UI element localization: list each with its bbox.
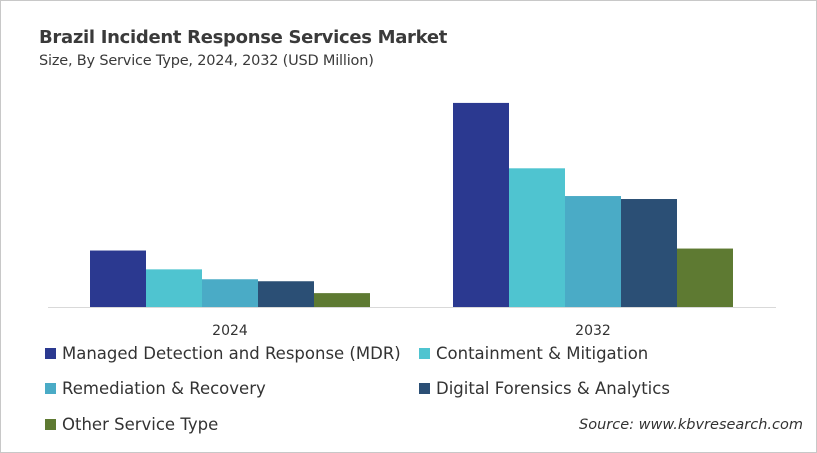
legend-swatch [419, 348, 430, 359]
x-tick-label: 2032 [575, 323, 611, 339]
legend-item-mdr: Managed Detection and Response (MDR) [45, 344, 401, 363]
legend-swatch [45, 383, 56, 394]
legend-label: Other Service Type [62, 415, 219, 434]
x-tick-label: 2024 [212, 323, 248, 339]
legend-swatch [45, 419, 56, 430]
bar-2032-2 [565, 196, 621, 307]
chart-subtitle: Size, By Service Type, 2024, 2032 (USD M… [39, 53, 374, 69]
legend-swatch [419, 383, 430, 394]
legend-item-other: Other Service Type [45, 415, 218, 434]
legend-item-forensics: Digital Forensics & Analytics [419, 379, 670, 398]
legend-label: Managed Detection and Response (MDR) [62, 344, 401, 363]
legend-label: Remediation & Recovery [62, 379, 266, 398]
bar-2032-0 [453, 102, 509, 307]
bar-2032-3 [621, 199, 677, 307]
bar-2024-3 [258, 281, 314, 307]
chart-title: Brazil Incident Response Services Market [39, 27, 448, 48]
bar-2032-1 [509, 168, 565, 307]
legend-label: Containment & Mitigation [436, 344, 649, 363]
legend-item-remediation: Remediation & Recovery [45, 379, 266, 398]
bar-2032-4 [677, 248, 733, 307]
legend-label: Digital Forensics & Analytics [436, 379, 670, 398]
legend-item-containment: Containment & Mitigation [419, 344, 648, 363]
bar-2024-0 [90, 250, 146, 307]
bar-2024-4 [314, 293, 370, 307]
legend-swatch [45, 348, 56, 359]
source-note: Source: www.kbvresearch.com [579, 417, 803, 433]
bar-2024-1 [146, 269, 202, 307]
bar-2024-2 [202, 279, 258, 307]
